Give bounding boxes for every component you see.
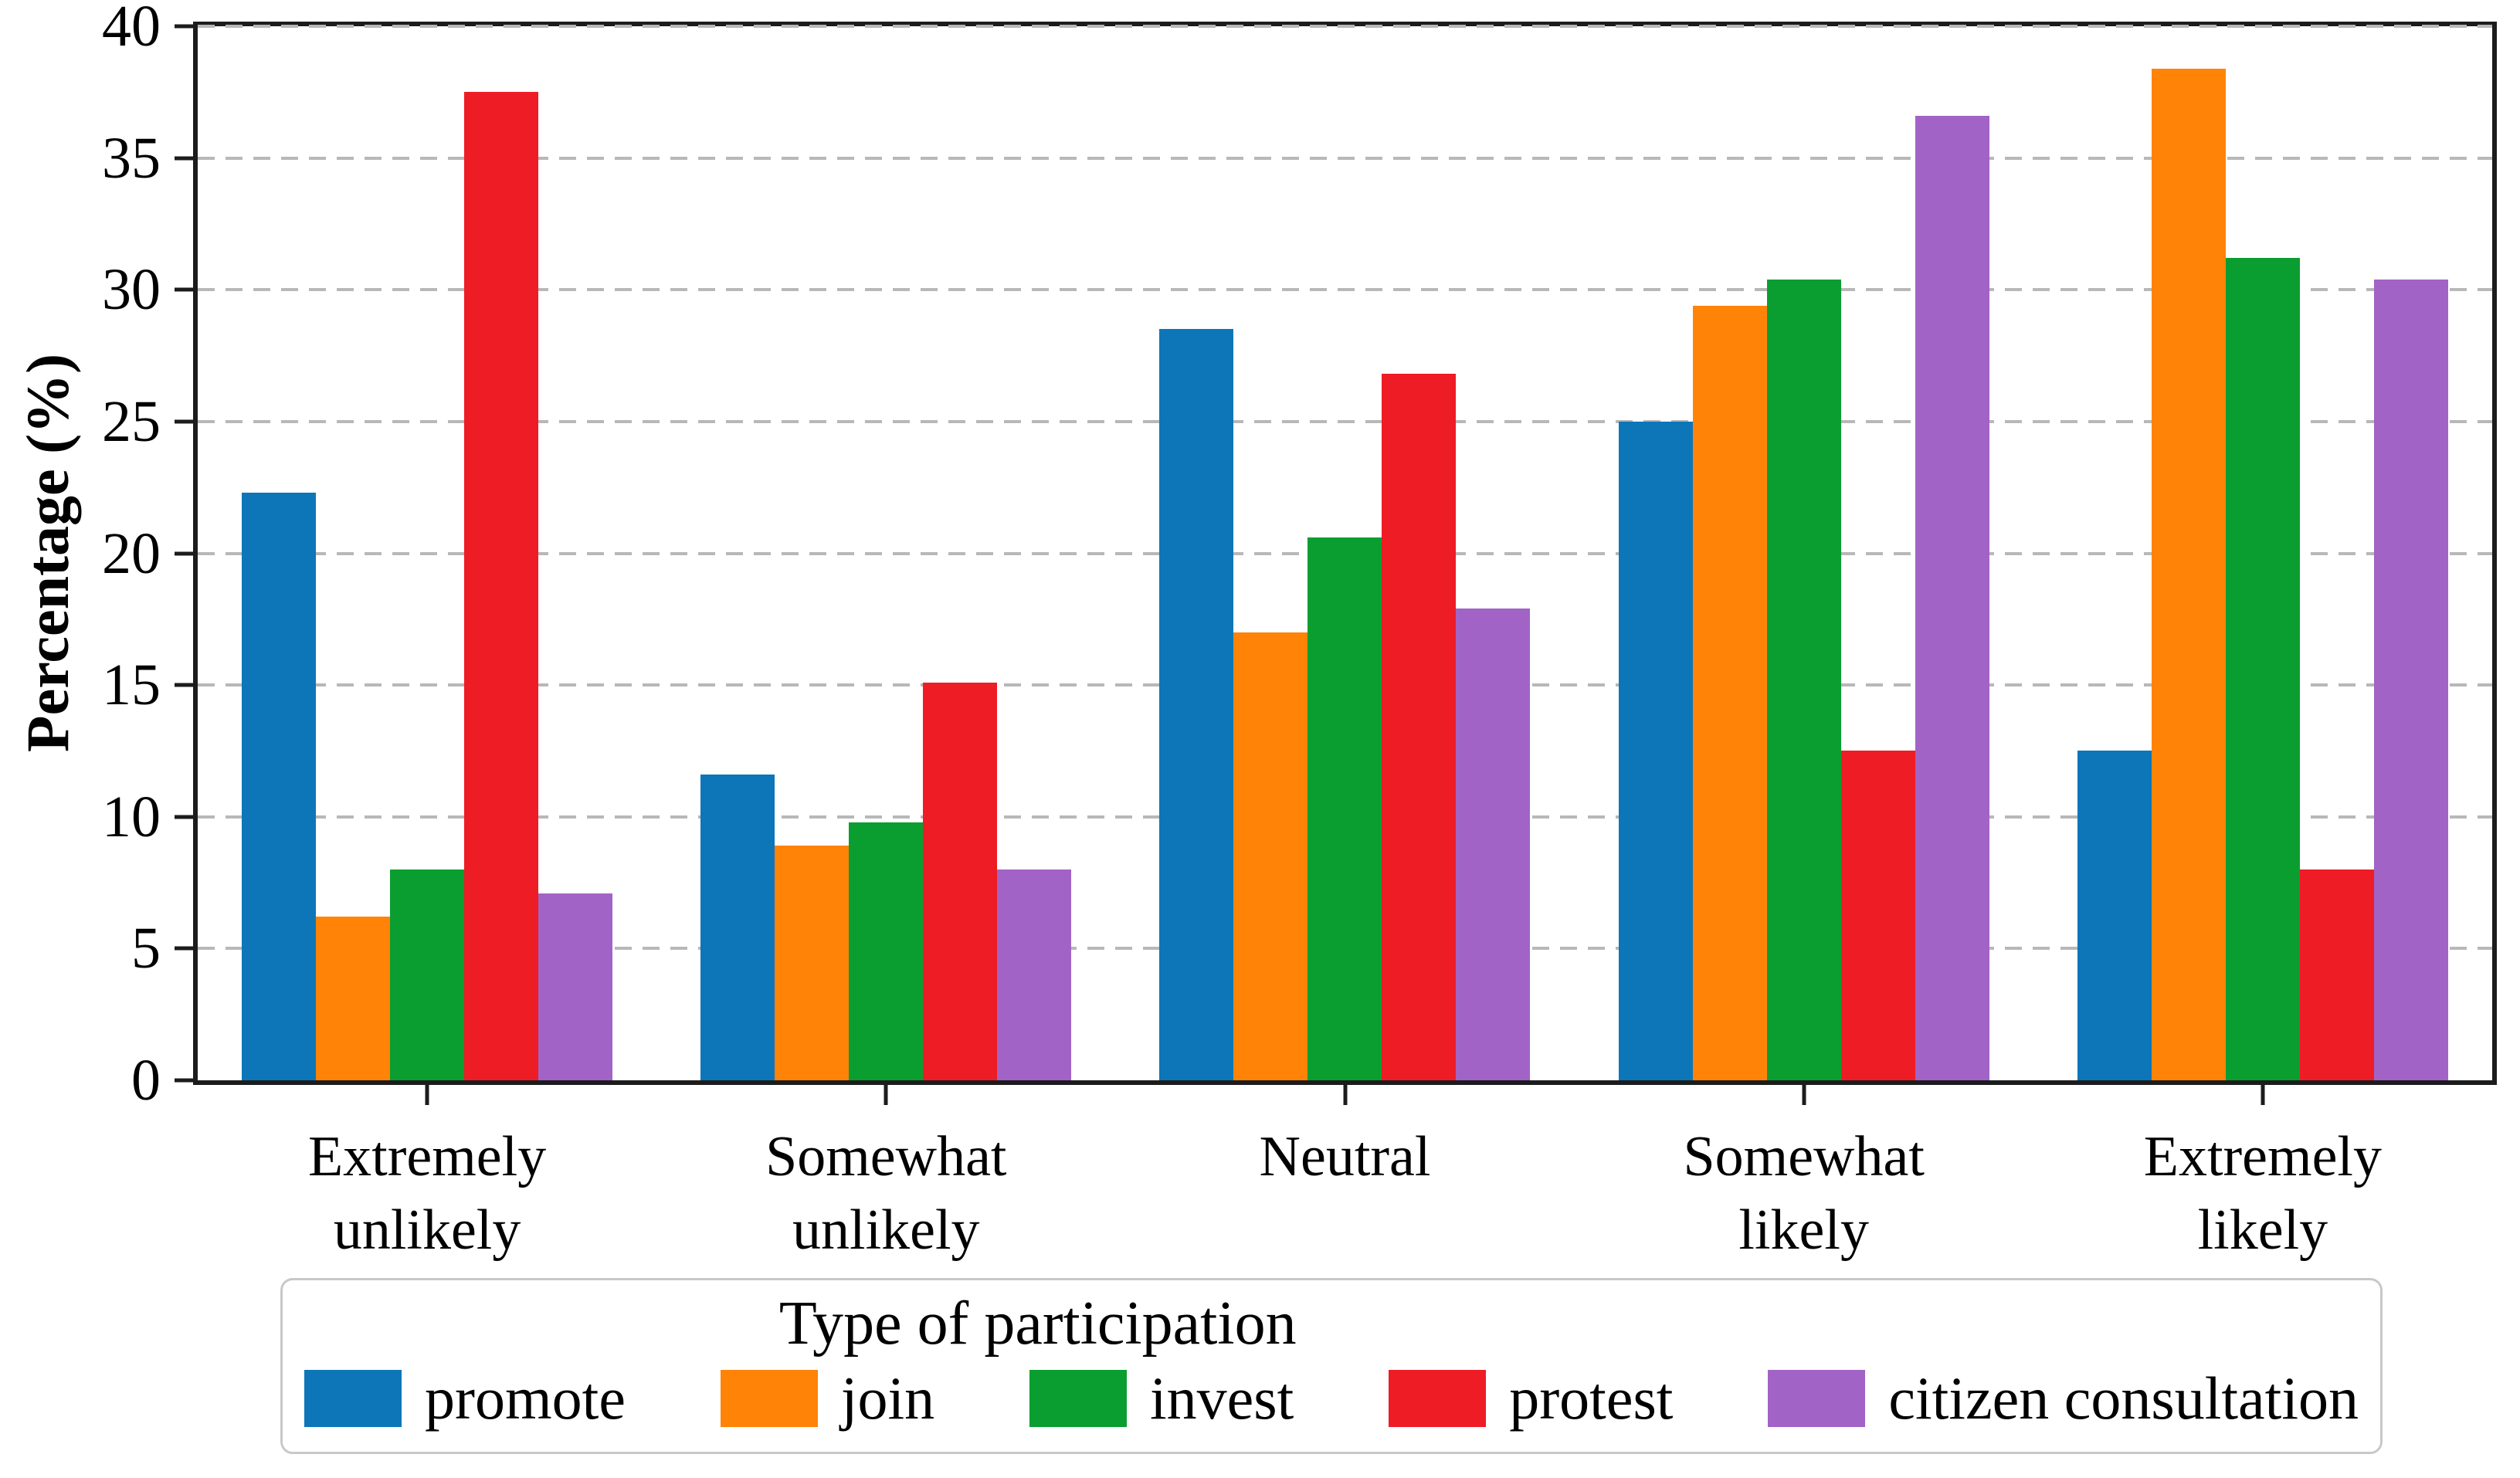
bar-group [198,26,656,1080]
x-category-label: Somewhat likely [1683,1125,1925,1262]
x-tick-mark [425,1080,429,1105]
y-tick-mark [175,946,198,951]
gridline [198,156,2492,160]
y-tick-mark [175,815,198,819]
bar-promote [1618,421,1693,1080]
gridline [198,25,2492,28]
bar-join [775,846,850,1080]
bar-protest [1382,374,1457,1080]
legend-swatch [1768,1370,1866,1427]
plot-area: 0 5 10 15 20 25 30 35 40 Extremely unlikely Somewha… [102,0,2497,1262]
bar-protest [923,682,998,1080]
x-tick-mark [884,1080,888,1105]
bar-invest [1307,537,1382,1080]
y-tick-label: 10 [102,784,161,849]
x-tick-mark [1802,1080,1806,1105]
legend: Type of participation promote join invest p… [280,1278,2383,1454]
x-category-label: Neutral [1259,1125,1431,1188]
bar-invest [1766,279,1841,1080]
y-tick-mark [175,683,198,687]
bar-protest [464,92,539,1080]
x-tick-mark [2261,1080,2265,1105]
legend-item-invest: invest [1029,1368,1294,1429]
x-category-label: Extremely unlikely [307,1125,547,1262]
gridline [198,419,2492,423]
bar-promote [2077,751,2152,1080]
y-tick-mark [175,419,198,424]
bar-join [316,917,391,1080]
bar-join [1692,305,1767,1080]
legend-label: promote [425,1364,626,1432]
legend-item-promote: promote [304,1368,626,1429]
bar-group [1575,26,2033,1080]
y-tick-label: 15 [102,653,161,718]
bar-group [656,26,1115,1080]
legend-title: Type of participation [778,1290,1297,1358]
y-tick-label: 0 [131,1048,161,1113]
legend-item-citizen-consultation: citizen consultation [1768,1368,2359,1429]
legend-item-join: join [720,1364,935,1432]
y-tick-mark [175,156,198,161]
bar-citizen-consultation [538,893,613,1080]
legend-label: join [840,1364,935,1432]
legend-swatch [1389,1370,1487,1427]
y-tick-mark [175,551,198,555]
y-tick-label: 20 [102,520,161,586]
y-tick-mark [175,1078,198,1083]
bar-promote [242,493,317,1080]
bar-join [1233,632,1308,1080]
y-tick-mark [175,24,198,29]
legend-swatch [720,1370,818,1427]
bar-citizen-consultation [1456,608,1531,1080]
bar-citizen-consultation [2373,279,2448,1080]
y-tick-label: 35 [102,125,161,191]
legend-swatch [304,1370,402,1427]
y-tick-mark [175,287,198,292]
bar-invest [2225,258,2300,1080]
bar-promote [700,775,775,1080]
bar-join [2151,68,2226,1080]
y-axis-title: Percentage (%) [14,353,81,753]
legend-swatch [1029,1370,1127,1427]
x-category-label: Extremely likely [2143,1125,2382,1262]
y-tick-label: 30 [102,257,161,323]
bar-citizen-consultation [1915,116,1989,1080]
legend-label: invest [1150,1364,1294,1432]
bar-protest [2299,870,2374,1080]
legend-label: protest [1509,1364,1674,1432]
bar-group [2033,26,2492,1080]
legend-item-protest: protest [1389,1368,1673,1429]
y-tick-label: 5 [131,916,161,981]
x-category-label: Somewhat unlikely [765,1125,1007,1262]
y-tick-label: 40 [102,0,161,59]
bar-group [1115,26,1574,1080]
legend-items: promote join invest protest citizen consulta… [283,1368,2380,1429]
bar-citizen-consultation [997,870,1072,1080]
gridline [198,288,2492,292]
y-tick-label: 25 [102,388,161,454]
bar-promote [1159,329,1234,1080]
legend-label: citizen consultation [1888,1364,2359,1432]
bar-invest [849,822,924,1080]
x-tick-mark [1343,1080,1347,1105]
bar-protest [1840,751,1915,1080]
bar-invest [390,870,465,1080]
